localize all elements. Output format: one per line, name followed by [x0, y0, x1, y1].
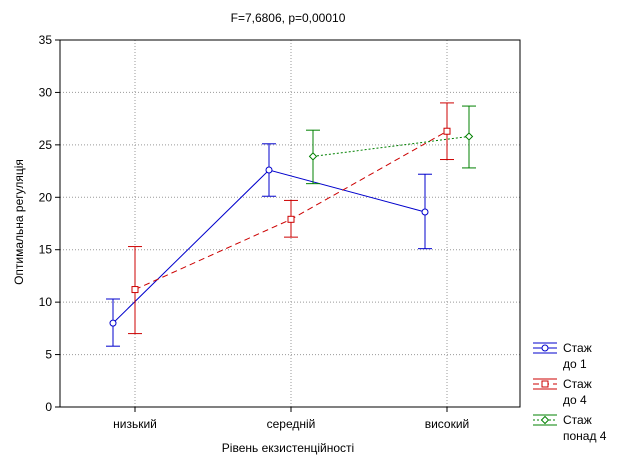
plot-frame — [59, 39, 521, 408]
y-tick-label: 15 — [39, 243, 53, 257]
legend-label: до 1 — [563, 357, 587, 371]
legend: Стаж до 1 Стаж до 4 Стаж понад 4 — [533, 341, 607, 443]
data-point — [131, 286, 139, 294]
data-point — [421, 208, 429, 216]
data-point — [443, 127, 451, 135]
y-tick-label: 30 — [39, 85, 53, 99]
y-tick-label: 35 — [39, 33, 53, 47]
legend-label: Стаж — [563, 413, 592, 427]
x-axis-label: Рівень екзистенційності — [222, 441, 354, 455]
legend-marker — [540, 415, 550, 425]
y-tick-label: 5 — [45, 348, 52, 362]
series-3 — [306, 105, 476, 185]
ticks-layer: 0 5 10 15 20 25 30 35 низький середній високий — [39, 33, 470, 431]
x-tick-label: низький — [113, 417, 157, 431]
legend-label: до 4 — [563, 393, 587, 407]
legend-entry-1: Стаж до 1 — [533, 341, 592, 371]
series-1 — [106, 143, 432, 347]
x-tick-label: високий — [425, 417, 470, 431]
y-axis-label: Оптимальна регуляція — [12, 159, 26, 285]
legend-marker — [541, 344, 549, 352]
y-tick-label: 20 — [39, 190, 53, 204]
data-point — [464, 132, 474, 141]
grid-layer — [60, 40, 520, 407]
legend-marker — [541, 380, 549, 388]
legend-entry-2: Стаж до 4 — [533, 377, 592, 407]
y-tick-label: 10 — [39, 295, 53, 309]
legend-label: понад 4 — [563, 429, 607, 443]
y-tick-label: 0 — [45, 400, 52, 414]
data-point — [287, 215, 295, 223]
legend-label: Стаж — [563, 341, 592, 355]
data-point — [109, 319, 117, 327]
legend-label: Стаж — [563, 377, 592, 391]
data-point — [265, 166, 273, 174]
data-point — [308, 152, 318, 161]
y-tick-label: 25 — [39, 138, 53, 152]
x-tick-label: середній — [267, 417, 316, 431]
series-layer — [106, 102, 476, 347]
legend-entry-3: Стаж понад 4 — [533, 413, 607, 443]
chart-title: F=7,6806, p=0,00010 — [231, 11, 346, 25]
series-2 — [128, 102, 454, 335]
series-line — [312, 135, 470, 157]
